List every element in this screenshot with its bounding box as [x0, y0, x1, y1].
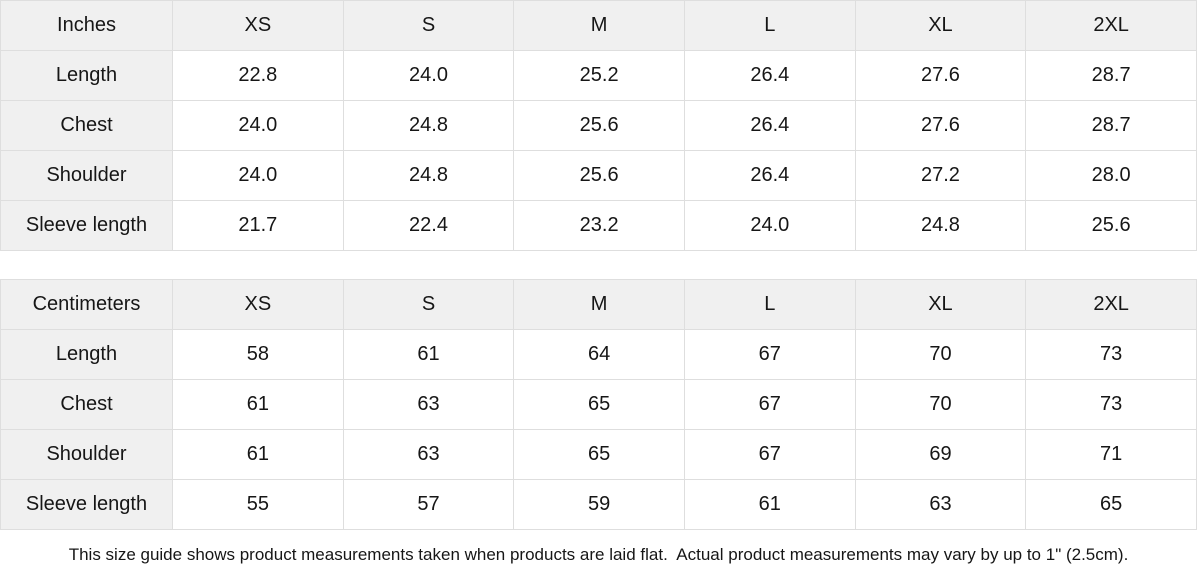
measurement-value: 21.7	[172, 200, 344, 251]
table-row: Shoulder 61 63 65 67 69 71	[0, 429, 1197, 480]
measurement-value: 23.2	[513, 200, 685, 251]
measurement-value: 25.6	[1025, 200, 1197, 251]
unit-header-inches: Inches	[0, 0, 173, 51]
measurement-value: 73	[1025, 329, 1197, 380]
table-row: Chest 24.0 24.8 25.6 26.4 27.6 28.7	[0, 100, 1197, 151]
measurement-value: 55	[172, 479, 344, 530]
measurement-value: 61	[172, 379, 344, 430]
size-header-xl: XL	[854, 279, 1027, 330]
measurement-label: Shoulder	[0, 429, 173, 480]
measurement-value: 61	[342, 329, 515, 380]
measurement-value: 24.8	[854, 200, 1027, 251]
measurement-value: 22.8	[172, 50, 344, 101]
size-header-l: L	[683, 0, 856, 51]
measurement-label: Chest	[0, 379, 173, 430]
measurement-value: 70	[854, 329, 1027, 380]
measurement-value: 67	[683, 329, 856, 380]
table-row: Chest 61 63 65 67 70 73	[0, 379, 1197, 430]
measurement-value: 73	[1025, 379, 1197, 430]
measurement-value: 67	[683, 429, 856, 480]
size-header-2xl: 2XL	[1025, 279, 1197, 330]
measurement-value: 65	[513, 429, 685, 480]
measurement-value: 28.7	[1025, 100, 1197, 151]
size-header-l: L	[683, 279, 856, 330]
size-header-xl: XL	[854, 0, 1027, 51]
measurement-value: 25.6	[513, 100, 685, 151]
measurement-label: Sleeve length	[0, 479, 173, 530]
measurement-value: 28.7	[1025, 50, 1197, 101]
measurement-value: 24.8	[342, 150, 515, 201]
measurement-value: 24.0	[172, 100, 344, 151]
measurement-value: 69	[854, 429, 1027, 480]
measurement-value: 64	[513, 329, 685, 380]
unit-header-centimeters: Centimeters	[0, 279, 173, 330]
size-header-s: S	[342, 279, 515, 330]
size-header-xs: XS	[172, 279, 344, 330]
measurement-value: 71	[1025, 429, 1197, 480]
measurement-value: 28.0	[1025, 150, 1197, 201]
measurement-value: 67	[683, 379, 856, 430]
measurement-value: 26.4	[683, 150, 856, 201]
size-header-s: S	[342, 0, 515, 51]
measurement-value: 70	[854, 379, 1027, 430]
table-row: Shoulder 24.0 24.8 25.6 26.4 27.2 28.0	[0, 150, 1197, 201]
measurement-label: Shoulder	[0, 150, 173, 201]
table-row: Length 58 61 64 67 70 73	[0, 329, 1197, 380]
measurement-value: 65	[1025, 479, 1197, 530]
size-header-m: M	[513, 0, 685, 51]
measurement-label: Sleeve length	[0, 200, 173, 251]
table-row: Sleeve length 21.7 22.4 23.2 24.0 24.8 2…	[0, 200, 1197, 251]
table-header-row: Inches XS S M L XL 2XL	[0, 0, 1197, 51]
measurement-value: 24.8	[342, 100, 515, 151]
measurement-value: 24.0	[342, 50, 515, 101]
measurement-value: 26.4	[683, 50, 856, 101]
measurement-label: Chest	[0, 100, 173, 151]
measurement-value: 63	[854, 479, 1027, 530]
inches-table: Inches XS S M L XL 2XL Length 22.8 24.0 …	[0, 0, 1197, 251]
measurement-value: 57	[342, 479, 515, 530]
measurement-value: 27.6	[854, 50, 1027, 101]
measurement-value: 24.0	[172, 150, 344, 201]
measurement-value: 65	[513, 379, 685, 430]
measurement-value: 25.6	[513, 150, 685, 201]
table-header-row: Centimeters XS S M L XL 2XL	[0, 279, 1197, 330]
measurement-value: 63	[342, 429, 515, 480]
measurement-label: Length	[0, 50, 173, 101]
measurement-value: 59	[513, 479, 685, 530]
measurement-value: 61	[683, 479, 856, 530]
size-header-m: M	[513, 279, 685, 330]
table-row: Length 22.8 24.0 25.2 26.4 27.6 28.7	[0, 50, 1197, 101]
measurement-value: 24.0	[683, 200, 856, 251]
table-spacer	[0, 251, 1197, 279]
centimeters-table: Centimeters XS S M L XL 2XL Length 58 61…	[0, 279, 1197, 530]
measurement-value: 25.2	[513, 50, 685, 101]
measurement-value: 58	[172, 329, 344, 380]
measurement-value: 63	[342, 379, 515, 430]
measurement-value: 27.2	[854, 150, 1027, 201]
measurement-value: 26.4	[683, 100, 856, 151]
measurement-value: 27.6	[854, 100, 1027, 151]
size-header-xs: XS	[172, 0, 344, 51]
table-row: Sleeve length 55 57 59 61 63 65	[0, 479, 1197, 530]
measurement-value: 61	[172, 429, 344, 480]
size-header-2xl: 2XL	[1025, 0, 1197, 51]
measurement-value: 22.4	[342, 200, 515, 251]
measurement-label: Length	[0, 329, 173, 380]
size-guide-footnote: This size guide shows product measuremen…	[0, 530, 1197, 580]
